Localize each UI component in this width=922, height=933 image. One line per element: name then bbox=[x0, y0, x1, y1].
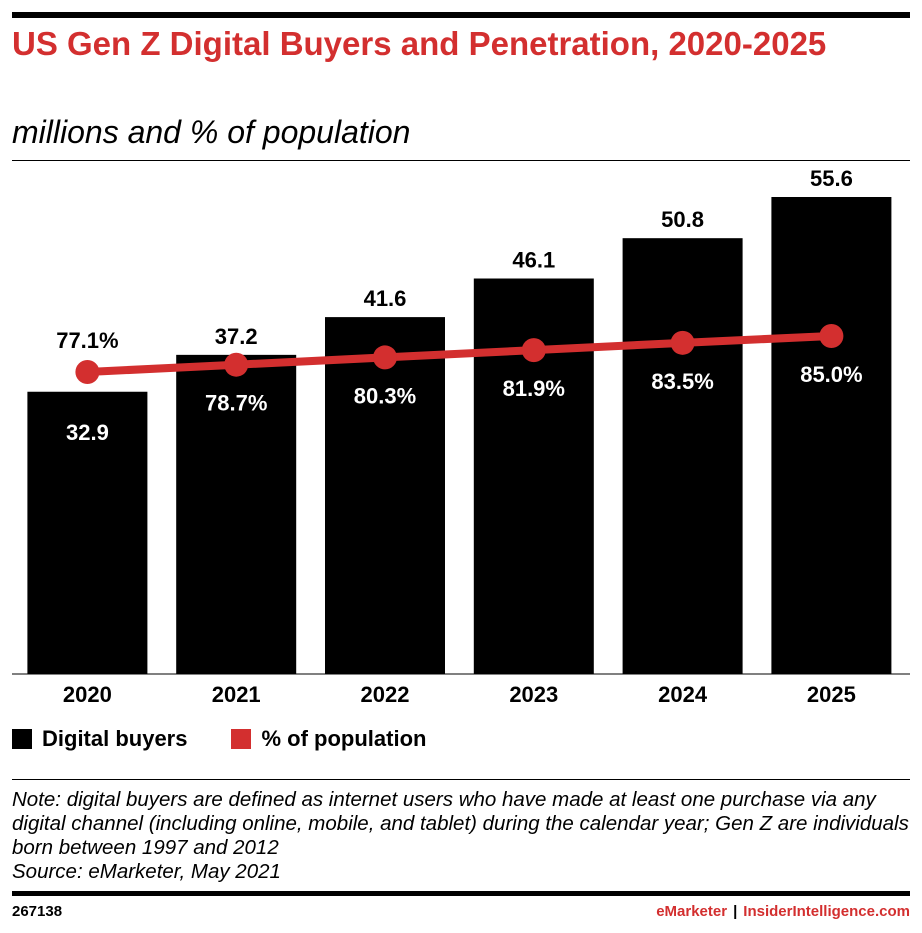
line-value-label-2025: 85.0% bbox=[800, 362, 862, 387]
line-value-label-2023: 81.9% bbox=[503, 376, 565, 401]
x-tick-label-2024: 2024 bbox=[658, 682, 708, 707]
brand-separator: | bbox=[733, 903, 738, 920]
x-tick-label-2023: 2023 bbox=[509, 682, 558, 707]
bar-value-label-2024: 50.8 bbox=[661, 207, 704, 232]
line-point-2023 bbox=[521, 338, 546, 363]
line-value-label-2024: 83.5% bbox=[651, 369, 713, 394]
legend-swatch-percent-population bbox=[231, 729, 252, 749]
legend-label-percent-population: % of population bbox=[261, 726, 427, 751]
chart-subtitle: millions and % of population bbox=[12, 114, 411, 150]
line-point-2025 bbox=[819, 324, 844, 348]
percent-population-line bbox=[83, 332, 836, 376]
source-text: Source: eMarketer, May 2021 bbox=[12, 860, 281, 883]
chart-title: US Gen Z Digital Buyers and Penetration,… bbox=[12, 25, 827, 62]
note-text: Note: digital buyers are defined as inte… bbox=[12, 788, 909, 859]
note-rule bbox=[12, 779, 910, 780]
x-tick-label-2025: 2025 bbox=[807, 682, 856, 707]
line-value-label-2021: 78.7% bbox=[205, 391, 267, 416]
brand-emarketer: eMarketer bbox=[656, 903, 728, 920]
note-block: Note: digital buyers are defined as inte… bbox=[12, 788, 912, 884]
bar-value-label-2021: 37.2 bbox=[215, 324, 258, 349]
footer-brand: eMarketer | InsiderIntelligence.com bbox=[656, 903, 910, 920]
line-point-2024 bbox=[670, 330, 695, 355]
bar-value-label-2020: 32.9 bbox=[66, 420, 109, 445]
top-rule bbox=[12, 12, 910, 18]
bar-value-label-2023: 46.1 bbox=[512, 248, 555, 273]
chart-id: 267138 bbox=[12, 903, 63, 920]
bar-2024 bbox=[622, 238, 743, 674]
brand-insider-intelligence: InsiderIntelligence.com bbox=[743, 903, 910, 920]
x-tick-label-2021: 2021 bbox=[212, 682, 261, 707]
bar-2025 bbox=[771, 197, 892, 674]
line-point-2020 bbox=[75, 360, 100, 384]
legend-swatch-digital-buyers bbox=[12, 729, 32, 749]
x-tick-label-2022: 2022 bbox=[361, 682, 410, 707]
bar-2022 bbox=[325, 317, 445, 674]
legend-item-digital-buyers: Digital buyers bbox=[12, 726, 187, 752]
subtitle-rule bbox=[12, 160, 910, 161]
bar-value-label-2025: 55.6 bbox=[810, 166, 853, 191]
x-tick-label-2020: 2020 bbox=[63, 682, 112, 707]
bar-2021 bbox=[176, 354, 297, 674]
line-value-label-2020: 77.1% bbox=[56, 328, 118, 353]
bar-value-label-2022: 41.6 bbox=[364, 286, 407, 311]
legend-label-digital-buyers: Digital buyers bbox=[42, 726, 188, 751]
bar-2020 bbox=[27, 391, 148, 674]
legend: Digital buyers % of population bbox=[12, 726, 470, 752]
line-point-2021 bbox=[224, 352, 249, 377]
bottom-rule bbox=[12, 891, 910, 896]
bar-2023 bbox=[473, 278, 594, 674]
legend-item-percent-population: % of population bbox=[231, 726, 426, 752]
line-point-2022 bbox=[373, 345, 397, 370]
chart-area: 2020 2021 2022 2023 2024 2025 32.9 37.2 41.6 46.1… bbox=[12, 166, 910, 707]
line-value-label-2022: 80.3% bbox=[354, 383, 416, 408]
